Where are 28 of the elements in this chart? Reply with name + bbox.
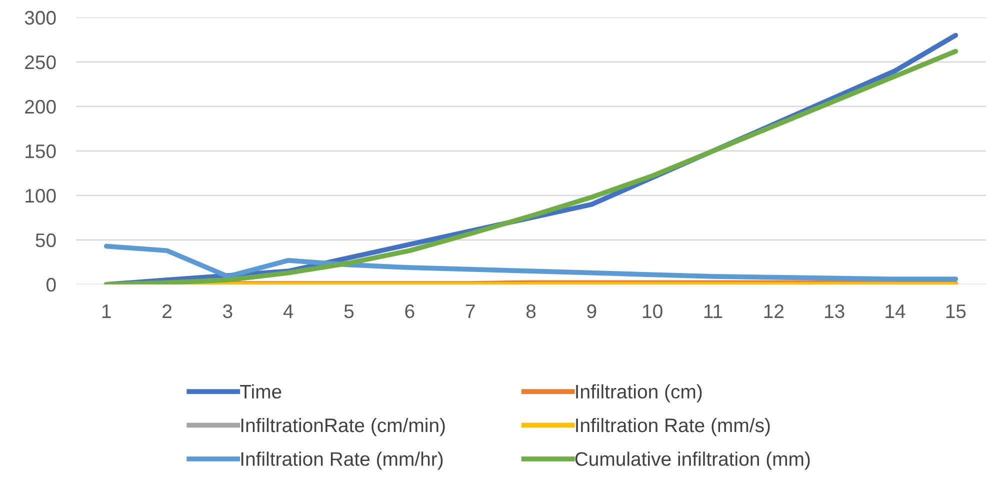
x-tick-label: 11 bbox=[704, 304, 722, 318]
y-tick-label: 300 bbox=[24, 10, 56, 25]
y-tick-label: 0 bbox=[46, 278, 56, 292]
x-tick-label: 4 bbox=[283, 304, 294, 318]
y-tick-label: 250 bbox=[25, 55, 56, 70]
x-tick-label: 14 bbox=[886, 304, 906, 318]
x-tick-label: 3 bbox=[223, 304, 232, 318]
y-tick-label: 150 bbox=[26, 144, 56, 158]
x-tick-label: 5 bbox=[344, 304, 354, 318]
y-tick-label: 200 bbox=[25, 100, 56, 114]
y-tick-label: 100 bbox=[26, 188, 56, 203]
x-tick-label: 9 bbox=[587, 304, 596, 318]
x-tick-label: 12 bbox=[764, 304, 784, 318]
x-tick-label: 2 bbox=[162, 304, 172, 318]
x-tick-label: 1 bbox=[102, 304, 111, 318]
legend-label: Infiltration Rate (mm/s) bbox=[576, 418, 770, 436]
legend-label: Infiltration (cm) bbox=[576, 384, 702, 402]
legend-label: Cumulative infiltration (mm) bbox=[575, 452, 810, 470]
x-tick-label: 8 bbox=[526, 304, 536, 318]
legend-label: Infiltration Rate (mm/hr) bbox=[241, 452, 443, 470]
y-tick-label: 50 bbox=[36, 233, 56, 248]
x-tick-label: 13 bbox=[825, 304, 844, 318]
legend-label: InfiltrationRate (cm/min) bbox=[241, 418, 445, 436]
x-tick-label: 10 bbox=[643, 304, 662, 318]
legend-label: Time bbox=[240, 384, 282, 399]
x-tick-label: 15 bbox=[946, 304, 966, 318]
x-tick-label: 7 bbox=[466, 304, 475, 318]
x-tick-label: 6 bbox=[405, 304, 414, 318]
